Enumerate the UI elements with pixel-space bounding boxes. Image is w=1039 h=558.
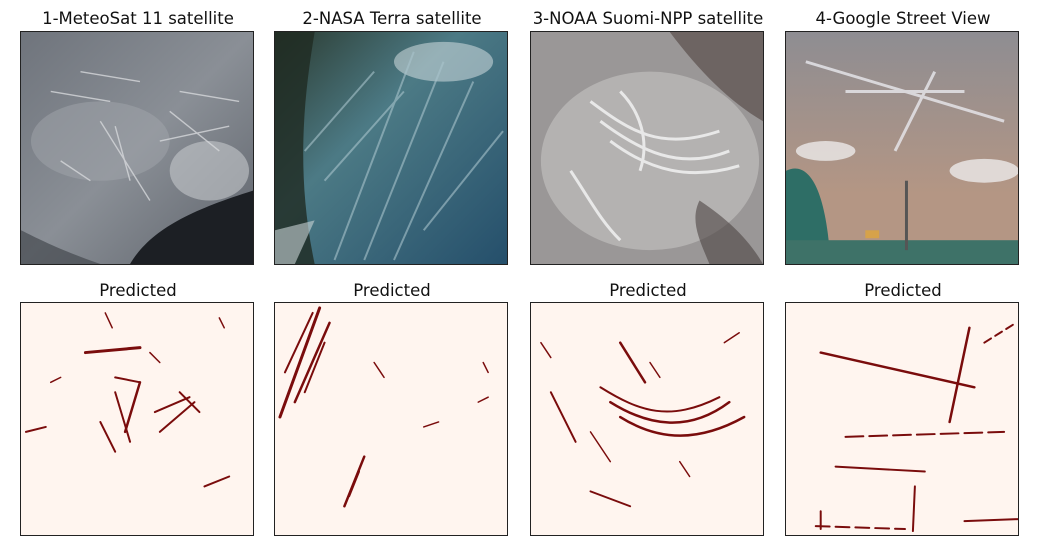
street-view-image [785,31,1019,265]
title-street-view: 4-Google Street View [815,9,991,28]
predicted-title-4: Predicted [864,281,942,300]
prediction-mask-2 [274,302,508,536]
prediction-mask-1 [20,302,254,536]
prediction-mask-4 [785,302,1019,536]
meteosat-image [20,31,254,265]
noaa-suomi-image [530,31,764,265]
predicted-title-2: Predicted [353,281,431,300]
title-meteosat: 1-MeteoSat 11 satellite [42,9,234,28]
nasa-terra-image [274,31,508,265]
prediction-mask-3 [530,302,764,536]
title-noaa-suomi: 3-NOAA Suomi-NPP satellite [532,9,764,28]
predicted-title-1: Predicted [99,281,177,300]
title-nasa-terra: 2-NASA Terra satellite [302,9,482,28]
predicted-title-3: Predicted [609,281,687,300]
